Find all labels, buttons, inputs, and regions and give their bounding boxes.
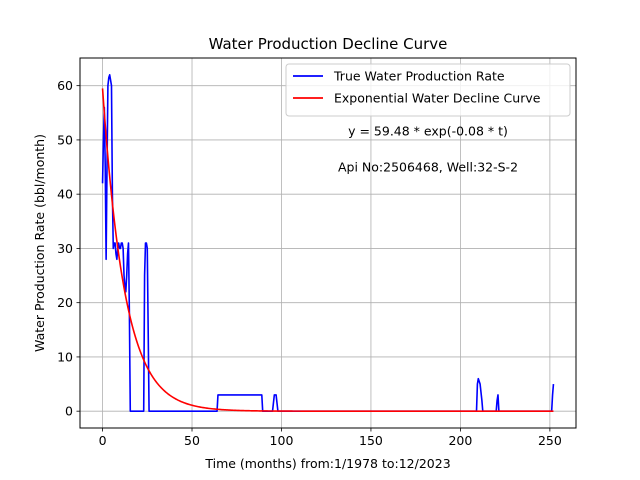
x-tick-label: 0 [99, 433, 107, 448]
x-tick-label: 200 [448, 433, 472, 448]
plot-frame [79, 57, 577, 429]
x-axis-label: Time (months) from:1/1978 to:12/2023 [204, 456, 450, 471]
y-axis-label: Water Production Rate (bbl/month) [32, 134, 47, 352]
x-tick-label: 100 [270, 433, 294, 448]
series-group [101, 74, 555, 412]
axis-ticks: 0 50 100 150 200 250 0 10 20 30 40 50 60 [57, 78, 562, 448]
y-tick-label: 30 [57, 241, 73, 256]
y-tick-label: 50 [57, 132, 73, 147]
legend-label-true-rate: True Water Production Rate [333, 69, 505, 84]
well-annotation: Api No:2506468, Well:32-S-2 [338, 160, 518, 175]
series-line-exponential [101, 88, 554, 412]
y-tick-label: 20 [57, 295, 73, 310]
legend: True Water Production Rate Exponential W… [285, 63, 571, 117]
chart-title: Water Production Decline Curve [209, 35, 448, 53]
equation-annotation: y = 59.48 * exp(-0.08 * t) [348, 124, 508, 139]
x-tick-label: 50 [184, 433, 200, 448]
y-tick-label: 10 [57, 349, 73, 364]
x-tick-label: 150 [359, 433, 383, 448]
y-tick-label: 0 [65, 404, 73, 419]
legend-box [285, 63, 571, 117]
legend-label-exponential: Exponential Water Decline Curve [334, 91, 541, 106]
y-tick-label: 60 [57, 78, 73, 93]
x-tick-label: 250 [538, 433, 562, 448]
y-tick-label: 40 [57, 187, 73, 202]
plot-area [80, 58, 576, 428]
